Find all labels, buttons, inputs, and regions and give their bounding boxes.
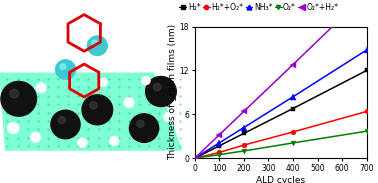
Circle shape	[36, 83, 46, 93]
Legend: H₂*, H₂*+O₂*, NH₃*, O₂*, O₂*+H₂*: H₂*, H₂*+O₂*, NH₃*, O₂*, O₂*+H₂*	[178, 1, 340, 13]
Y-axis label: Thickness of grown films (nm): Thickness of grown films (nm)	[168, 24, 177, 160]
Circle shape	[55, 59, 76, 80]
Polygon shape	[0, 73, 181, 150]
Circle shape	[124, 97, 134, 108]
Circle shape	[164, 112, 173, 122]
Circle shape	[1, 81, 37, 116]
Circle shape	[87, 36, 108, 56]
Circle shape	[90, 102, 97, 109]
Circle shape	[7, 122, 19, 134]
Circle shape	[58, 117, 65, 124]
Circle shape	[60, 64, 66, 70]
Circle shape	[51, 110, 80, 139]
Circle shape	[137, 120, 144, 127]
Circle shape	[82, 95, 113, 125]
Circle shape	[109, 136, 119, 146]
Circle shape	[141, 76, 150, 85]
Circle shape	[153, 83, 161, 91]
Circle shape	[10, 89, 19, 98]
Circle shape	[146, 76, 176, 107]
Circle shape	[98, 78, 107, 87]
Circle shape	[30, 132, 41, 142]
Circle shape	[130, 114, 159, 142]
Circle shape	[92, 40, 98, 46]
X-axis label: ALD cycles: ALD cycles	[256, 176, 305, 183]
Circle shape	[77, 138, 87, 147]
